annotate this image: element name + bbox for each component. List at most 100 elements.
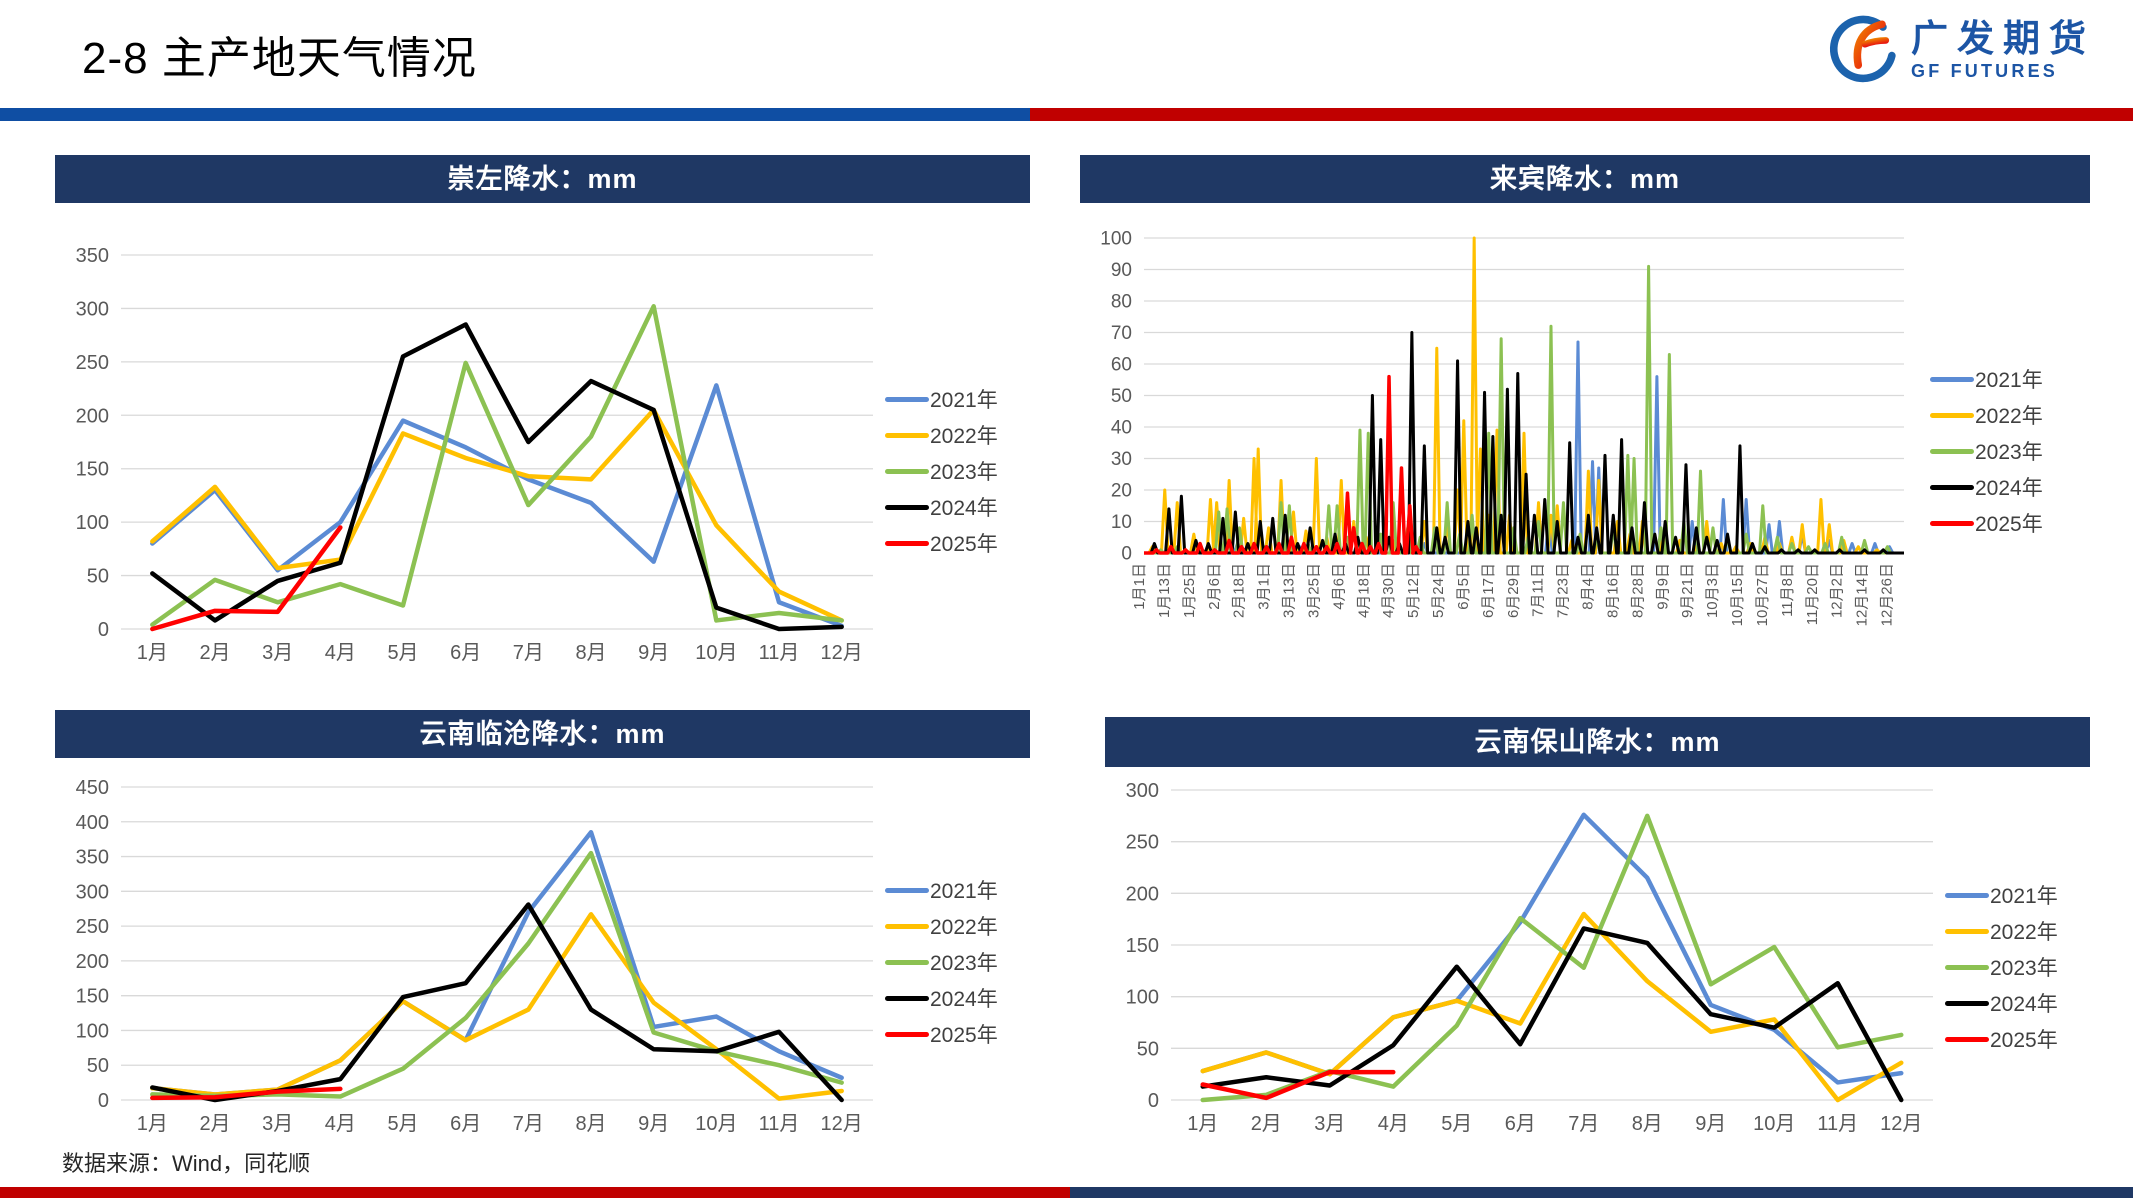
legend-item: 2025年 (885, 1016, 1030, 1052)
svg-text:5月12日: 5月12日 (1405, 563, 1422, 618)
svg-text:1月: 1月 (1187, 1113, 1218, 1135)
chart-panel-chongzuo: 崇左降水：mm 0 50 100 150 200 250 300 350 1月 2月 3月 4月 5月 6… (55, 155, 1030, 670)
svg-text:12月26日: 12月26日 (1879, 563, 1896, 626)
chongzuo-rainfall-line-chart: 0 50 100 150 200 250 300 350 1月 2月 3月 4月 5月 6月 7月 8月 9月 1… (76, 245, 873, 664)
svg-text:1月1日: 1月1日 (1131, 563, 1148, 610)
chart-title-chongzuo: 崇左降水：mm (55, 155, 1030, 203)
svg-text:2月6日: 2月6日 (1206, 563, 1223, 610)
svg-text:80: 80 (1111, 292, 1132, 313)
legend-item: 2025年 (1930, 505, 2090, 541)
svg-text:0: 0 (1121, 544, 1132, 565)
legend-item: 2021年 (885, 872, 1030, 908)
svg-text:9月: 9月 (638, 1113, 669, 1135)
chart-title-baoshan: 云南保山降水：mm (1105, 717, 2090, 767)
svg-text:12月2日: 12月2日 (1829, 563, 1846, 618)
chart-panel-laibin: 来宾降水：mm 0 10 20 30 40 50 60 70 80 90 100 1月1日 1月13日 1… (1080, 155, 2090, 718)
baoshan-rainfall-line-chart: 0 50 100 150 200 250 300 1月 2月 3月 4月 5月 6月 7月 8月 9月 10月 1… (1126, 780, 1933, 1135)
svg-text:2月: 2月 (1251, 1113, 1282, 1135)
legend-item: 2023年 (1945, 949, 2090, 985)
svg-text:70: 70 (1111, 323, 1132, 344)
legend-item: 2024年 (885, 489, 1030, 525)
svg-text:6月17日: 6月17日 (1480, 563, 1497, 618)
svg-text:50: 50 (87, 1055, 109, 1077)
svg-text:11月: 11月 (1817, 1113, 1858, 1135)
svg-text:1月: 1月 (137, 642, 168, 664)
svg-text:6月: 6月 (450, 642, 481, 664)
svg-text:200: 200 (1126, 883, 1159, 905)
legend-color-swatch (885, 468, 929, 474)
header-divider-bar (0, 108, 2133, 121)
laibin-rainfall-daily-chart: 0 10 20 30 40 50 60 70 80 90 100 1月1日 1月13日 1月25日 2月6日… (1100, 229, 1904, 626)
svg-text:40: 40 (1111, 418, 1132, 439)
svg-text:3月13日: 3月13日 (1281, 563, 1298, 618)
legend-color-swatch (885, 504, 929, 510)
svg-text:5月: 5月 (387, 1113, 418, 1135)
legend-item: 2022年 (885, 417, 1030, 453)
divider-blue-segment (0, 108, 1030, 121)
legend: 2021年 2022年 2023年 2024年 2025年 (1945, 767, 2090, 1057)
svg-text:150: 150 (76, 986, 109, 1008)
svg-text:10: 10 (1111, 512, 1132, 533)
legend-label: 2023年 (930, 952, 998, 975)
svg-text:400: 400 (76, 812, 109, 834)
svg-text:12月14日: 12月14日 (1854, 563, 1871, 626)
svg-text:8月16日: 8月16日 (1604, 563, 1621, 618)
svg-text:9月: 9月 (638, 642, 669, 664)
svg-text:4月18日: 4月18日 (1355, 563, 1372, 618)
svg-text:7月11日: 7月11日 (1530, 563, 1547, 617)
chart-panel-baoshan: 云南保山降水：mm 0 50 100 150 200 250 300 1月 2月 3月 4月 5月 6月… (1105, 717, 2090, 1137)
svg-text:0: 0 (98, 1090, 109, 1112)
svg-text:6月: 6月 (1505, 1113, 1536, 1135)
svg-text:100: 100 (1100, 229, 1132, 250)
svg-text:6月29日: 6月29日 (1505, 563, 1522, 618)
svg-text:3月: 3月 (1314, 1113, 1345, 1135)
gf-futures-logo-icon (1825, 10, 1901, 91)
legend-color-swatch (1930, 520, 1974, 526)
legend-item: 2023年 (885, 944, 1030, 980)
legend-label: 2023年 (930, 461, 998, 484)
svg-text:150: 150 (1126, 935, 1159, 957)
svg-text:8月28日: 8月28日 (1629, 563, 1646, 618)
legend-label: 2024年 (1975, 477, 2043, 500)
logo-text: 广发期货 GF FUTURES (1911, 19, 2095, 82)
svg-text:2月: 2月 (199, 1113, 230, 1135)
logo-cn-name: 广发期货 (1911, 18, 2095, 60)
legend-color-swatch (885, 1031, 929, 1037)
svg-text:10月: 10月 (1753, 1113, 1795, 1135)
svg-text:9月9日: 9月9日 (1654, 563, 1671, 610)
page-title: 2-8 主产地天气情况 (82, 34, 477, 83)
svg-text:1月25日: 1月25日 (1181, 563, 1198, 618)
svg-text:12月: 12月 (821, 642, 863, 664)
svg-text:4月: 4月 (1378, 1113, 1409, 1135)
svg-text:30: 30 (1111, 449, 1132, 470)
legend: 2021年 2022年 2023年 2024年 2025年 (1930, 203, 2090, 541)
legend-item: 2023年 (1930, 433, 2090, 469)
legend-item: 2022年 (1945, 913, 2090, 949)
legend-item: 2024年 (1930, 469, 2090, 505)
svg-text:7月: 7月 (1568, 1113, 1599, 1135)
svg-text:3月25日: 3月25日 (1305, 563, 1322, 618)
svg-text:11月8日: 11月8日 (1779, 563, 1796, 617)
legend-item: 2021年 (1930, 361, 2090, 397)
svg-text:4月: 4月 (325, 642, 356, 664)
chart-panel-lincang: 云南临沧降水：mm 0 50 100 150 200 250 300 350 400 450 1月 2… (55, 710, 1030, 1135)
svg-text:0: 0 (98, 619, 109, 641)
legend-label: 2021年 (930, 389, 998, 412)
svg-text:300: 300 (1126, 780, 1159, 802)
lincang-rainfall-line-chart: 0 50 100 150 200 250 300 350 400 450 1月 2月 3月 4月 5月 6月 7… (76, 777, 873, 1135)
legend-color-swatch (1930, 448, 1974, 454)
svg-text:200: 200 (76, 405, 109, 427)
svg-text:150: 150 (76, 459, 109, 481)
legend-color-swatch (885, 887, 929, 893)
svg-text:10月27日: 10月27日 (1754, 563, 1771, 626)
data-source-note: 数据来源：Wind，同花顺 (62, 1151, 311, 1176)
svg-text:300: 300 (76, 298, 109, 320)
svg-text:4月: 4月 (325, 1113, 356, 1135)
svg-text:3月1日: 3月1日 (1256, 563, 1273, 610)
legend-color-swatch (1945, 1036, 1989, 1042)
legend-label: 2021年 (1990, 885, 2058, 908)
legend-item: 2025年 (885, 525, 1030, 561)
legend-item: 2021年 (1945, 877, 2090, 913)
legend-color-swatch (885, 995, 929, 1001)
